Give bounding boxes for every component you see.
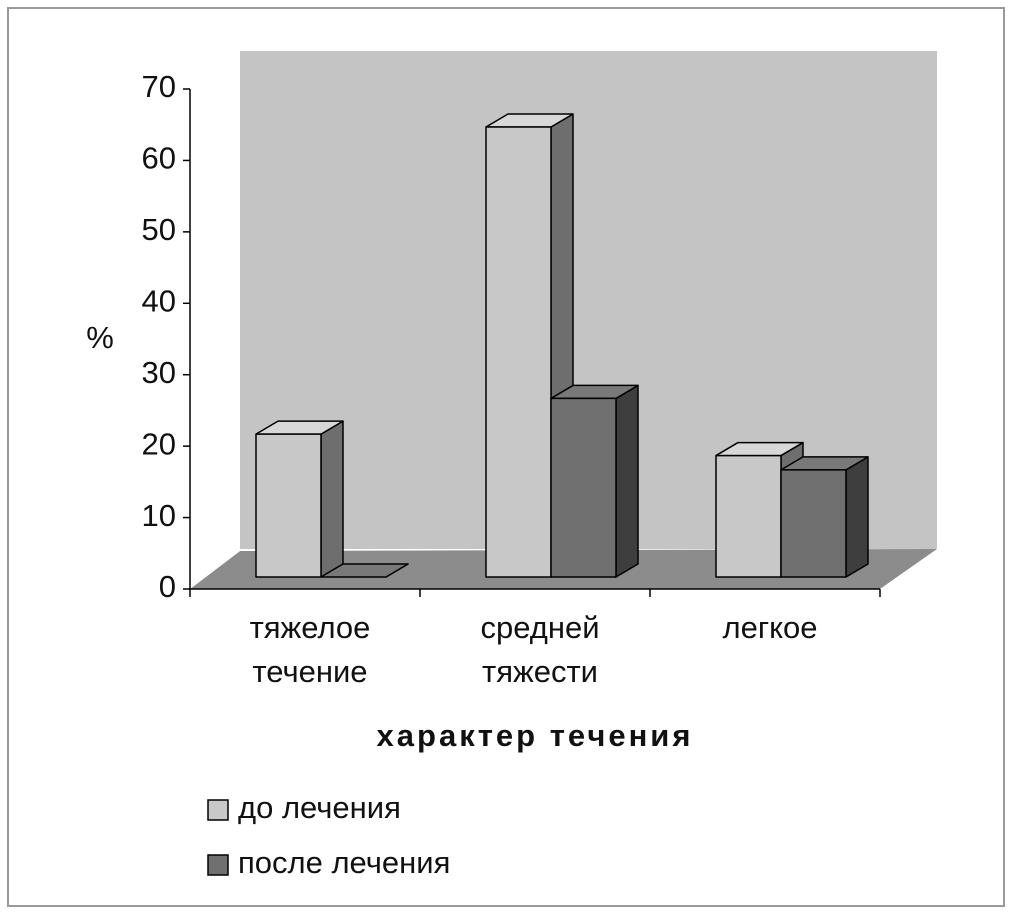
back-wall <box>240 51 937 549</box>
bar-side <box>320 420 344 578</box>
bar-top <box>320 563 409 578</box>
side-wall <box>190 51 240 589</box>
y-axis-label: % <box>86 320 114 355</box>
frame <box>7 7 1005 907</box>
bar <box>255 420 344 578</box>
bar-front <box>550 397 617 578</box>
bar <box>320 563 409 578</box>
y-tick-label: 20 <box>142 426 176 461</box>
y-tick-label: 50 <box>142 212 176 247</box>
bar <box>550 384 639 578</box>
legend-swatch <box>207 799 229 821</box>
y-tick-label: 30 <box>142 355 176 390</box>
bar-front <box>715 454 782 578</box>
bar-front <box>485 126 552 578</box>
y-tick-label: 60 <box>142 141 176 176</box>
bar-front <box>780 469 847 578</box>
legend-label: до лечения <box>238 790 401 825</box>
y-tick-label: 10 <box>142 498 176 533</box>
x-tick-label: средней тяжести <box>480 610 600 689</box>
bar-side <box>615 384 639 578</box>
bar-side <box>845 456 869 578</box>
x-tick-label: легкое <box>722 610 818 645</box>
y-tick-label: 70 <box>142 69 176 104</box>
bar-front <box>255 433 322 578</box>
bar <box>780 456 869 578</box>
x-tick-label: тяжелое течение <box>249 610 371 689</box>
y-tick-label: 0 <box>159 569 176 604</box>
y-tick-label: 40 <box>142 283 176 318</box>
legend-swatch <box>207 854 229 876</box>
legend-label: после лечения <box>238 845 450 880</box>
x-axis-label: характер течения <box>377 718 694 753</box>
